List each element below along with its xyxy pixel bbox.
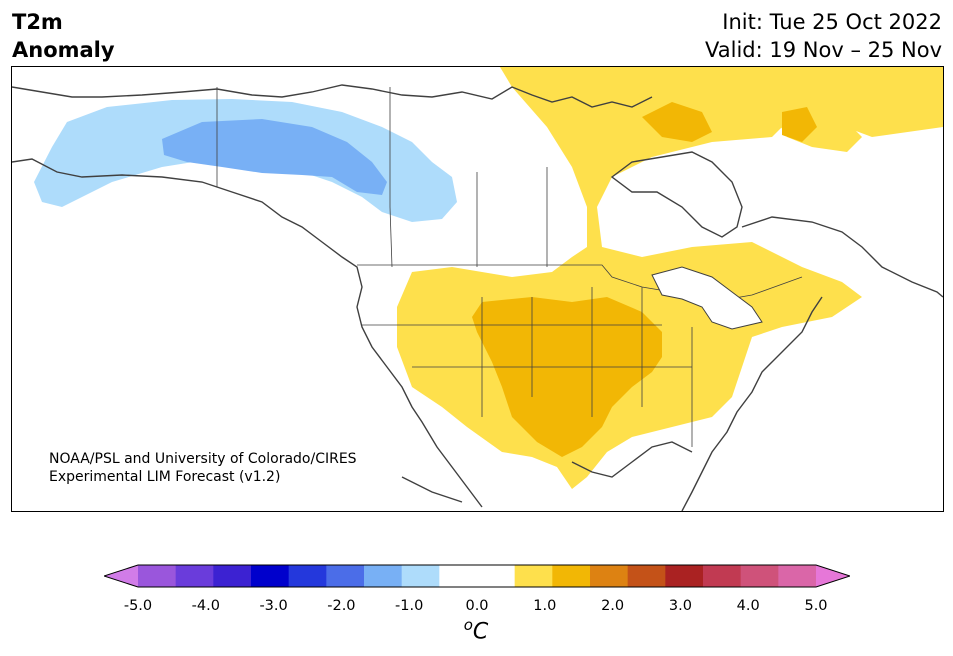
colorbar-unit: oC [464,616,489,644]
colorbar-extend-low [104,565,138,587]
colorbar-segment [439,565,478,587]
colorbar-segment [138,565,177,587]
colorbar-tick-label: 3.0 [668,598,692,614]
colorbar-segment [778,565,817,587]
colorbar-segment [590,565,629,587]
colorbar-svg [102,564,852,588]
coastlines [12,84,943,511]
colorbar-extend-high [816,565,850,587]
unit-letter: C [472,619,489,645]
colorbar-segment [477,565,516,587]
colorbar-segment [175,565,214,587]
colorbar-segment [251,565,290,587]
colorbar-segment [703,565,742,587]
colorbar-segment [665,565,704,587]
warm-anomaly-2c-region [472,297,662,457]
map-title-variable: T2m [12,10,63,34]
warm-anomaly-2c-baffin [782,107,817,142]
colorbar-tick-label: -2.0 [327,598,356,614]
colorbar-segment [627,565,666,587]
colorbar-tick-label: 4.0 [736,598,760,614]
colorbar-tick-label: 0.0 [465,598,489,614]
valid-dates: Valid: 19 Nov – 25 Nov [705,38,942,62]
warm-anomaly-2c-hudson [642,102,712,142]
map-title: T2m Anomaly [12,8,115,64]
unit-degree: o [463,616,473,634]
credit-line-1: NOAA/PSL and University of Colorado/CIRE… [49,451,357,467]
colorbar-segment [401,565,440,587]
colorbar-tick-label: -5.0 [123,598,153,614]
init-date: Init: Tue 25 Oct 2022 [722,10,942,34]
colorbar-tick-label: -1.0 [395,598,424,614]
map-title-subtitle: Anomaly [12,38,115,62]
anomaly-map [11,66,944,512]
colorbar-segment [740,565,779,587]
credit-text: NOAA/PSL and University of Colorado/CIRE… [49,450,357,486]
credit-line-2: Experimental LIM Forecast (v1.2) [49,469,281,485]
colorbar-tick-label: 5.0 [804,598,828,614]
cold-anomaly-1p5c-region [162,119,387,195]
colorbar-segment [326,565,365,587]
map-canvas [12,67,943,511]
forecast-dates: Init: Tue 25 Oct 2022 Valid: 19 Nov – 25… [705,8,942,64]
colorbar-tick-label: 1.0 [533,598,557,614]
colorbar-segment [552,565,591,587]
colorbar-segment [288,565,327,587]
colorbar-tick-label: 2.0 [601,598,625,614]
colorbar-segment [364,565,403,587]
colorbar [102,563,852,593]
colorbar-tick-label: -3.0 [259,598,288,614]
colorbar-segment [213,565,252,587]
colorbar-tick-label: -4.0 [191,598,220,614]
colorbar-segment [514,565,553,587]
great-lakes [651,266,763,330]
